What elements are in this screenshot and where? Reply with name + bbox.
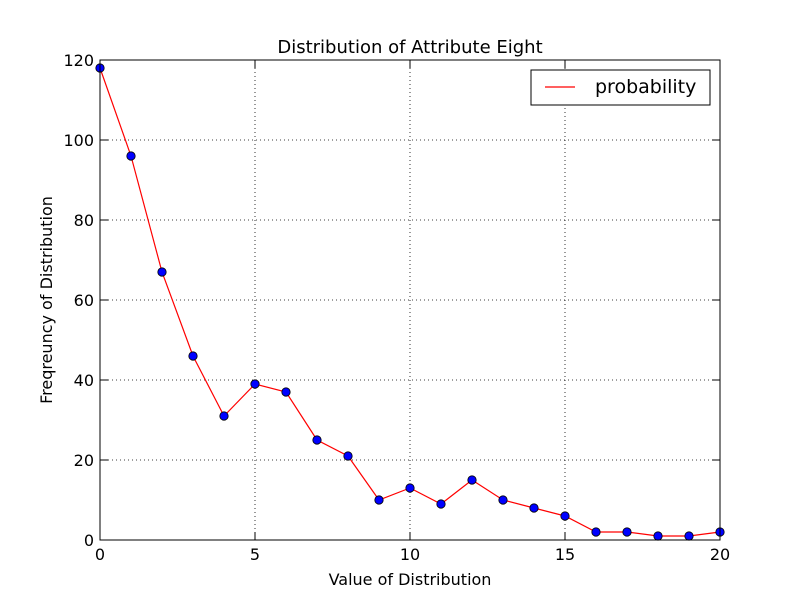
legend-label: probability bbox=[595, 76, 696, 98]
axis-ticks: 0 5 10 15 20 0 20 40 60 80 100 120 bbox=[63, 51, 730, 564]
y-tick-label: 0 bbox=[84, 531, 94, 550]
series-line bbox=[99, 67, 721, 537]
data-point bbox=[529, 503, 539, 513]
x-tick-label: 10 bbox=[400, 545, 420, 564]
y-tick-label: 120 bbox=[63, 51, 94, 70]
data-point bbox=[498, 495, 508, 505]
x-tick-label: 0 bbox=[95, 545, 105, 564]
data-point bbox=[622, 527, 632, 537]
y-tick-label: 40 bbox=[74, 371, 94, 390]
y-tick-label: 100 bbox=[63, 131, 94, 150]
data-point bbox=[250, 379, 260, 389]
data-point bbox=[219, 411, 229, 421]
data-point bbox=[591, 527, 601, 537]
data-point bbox=[157, 267, 167, 277]
data-point bbox=[684, 531, 694, 541]
grid bbox=[100, 60, 720, 540]
x-axis-title: Value of Distribution bbox=[329, 570, 492, 589]
legend: probability bbox=[530, 69, 711, 106]
y-tick-label: 20 bbox=[74, 451, 94, 470]
y-tick-label: 60 bbox=[74, 291, 94, 310]
x-tick-label: 5 bbox=[250, 545, 260, 564]
data-point bbox=[436, 499, 446, 509]
data-point bbox=[405, 483, 415, 493]
data-point bbox=[126, 151, 136, 161]
series-layer bbox=[95, 63, 725, 541]
data-point bbox=[653, 531, 663, 541]
data-point bbox=[467, 475, 477, 485]
x-tick-label: 15 bbox=[555, 545, 575, 564]
y-tick-label: 80 bbox=[74, 211, 94, 230]
data-point bbox=[374, 495, 384, 505]
data-point bbox=[343, 451, 353, 461]
y-axis-title: Freqreuncy of Distribution bbox=[37, 196, 56, 404]
data-point bbox=[312, 435, 322, 445]
data-point bbox=[188, 351, 198, 361]
data-point bbox=[281, 387, 291, 397]
data-point bbox=[560, 511, 570, 521]
chart-title: Distribution of Attribute Eight bbox=[277, 37, 542, 58]
x-tick-label: 20 bbox=[710, 545, 730, 564]
